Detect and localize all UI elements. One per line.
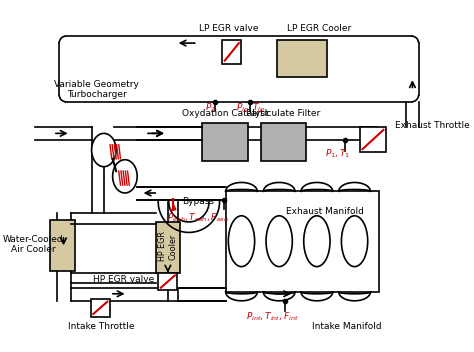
Ellipse shape [228,216,255,266]
Text: HP EGR
Cooler: HP EGR Cooler [158,232,178,262]
Text: Water-Cooled
Air Cooler: Water-Cooled Air Cooler [2,235,63,254]
Text: $P_1, T_1$: $P_1, T_1$ [325,147,350,160]
Text: Exhaust Manifold: Exhaust Manifold [286,207,364,216]
Bar [360,127,386,152]
Bar [91,299,110,316]
Bar [222,39,241,64]
Text: Variable Geometry
Turbocharger: Variable Geometry Turbocharger [55,80,139,99]
Ellipse shape [304,216,330,266]
Bar [261,123,306,161]
Text: $P_{exh}, T_{exh}, F_{exh}$: $P_{exh}, T_{exh}, F_{exh}$ [166,211,229,224]
Text: Exhaust Throttle: Exhaust Throttle [395,121,470,130]
Ellipse shape [266,216,292,266]
Text: LP EGR valve: LP EGR valve [199,24,258,33]
Bar [158,273,177,290]
Text: Intake Manifold: Intake Manifold [312,322,382,331]
Bar [50,220,75,271]
Text: $P_{lp}, T_{lp}$: $P_{lp}, T_{lp}$ [236,101,265,114]
Ellipse shape [113,160,137,193]
Bar [202,123,247,161]
Bar [155,222,180,273]
Text: Bypass: Bypass [182,197,214,206]
Text: $P_{int}, T_{int}, F_{int}$: $P_{int}, T_{int}, F_{int}$ [246,310,299,323]
Text: Oxydation Catalyst: Oxydation Catalyst [182,109,268,119]
Ellipse shape [91,133,116,167]
Text: Intake Throttle: Intake Throttle [68,322,135,331]
Bar [276,39,328,77]
Text: HP EGR valve: HP EGR valve [92,275,154,284]
Ellipse shape [341,216,368,266]
Bar [226,191,379,292]
Text: LP EGR Cooler: LP EGR Cooler [286,24,351,33]
Text: $P_2$: $P_2$ [205,102,216,114]
Text: Particulate Filter: Particulate Filter [246,109,321,119]
